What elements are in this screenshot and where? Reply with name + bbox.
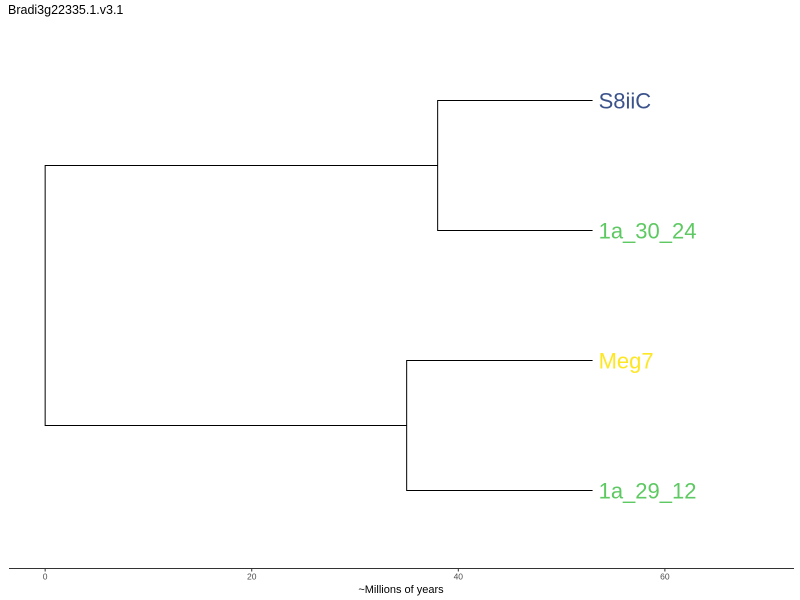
x-tick-label-60: 60 — [660, 572, 670, 582]
branch-clade-top-to-tip1 — [437, 165, 593, 231]
x-axis-ticks: 0 20 40 60 — [43, 568, 670, 582]
branch-clade-top-to-tip0 — [437, 100, 593, 166]
x-tick-label-40: 40 — [454, 572, 464, 582]
tip-label-1a_29_12: 1a_29_12 — [599, 479, 697, 504]
tip-label-Meg7: Meg7 — [599, 349, 654, 374]
tip-label-S8iiC: S8iiC — [599, 89, 652, 114]
branch-clade-bottom-to-tip3 — [406, 425, 593, 491]
tip-labels: S8iiC 1a_30_24 Meg7 1a_29_12 — [599, 89, 697, 504]
tip-label-1a_30_24: 1a_30_24 — [599, 219, 697, 244]
branch-clade-bottom-to-tip2 — [406, 360, 593, 426]
x-tick-label-0: 0 — [43, 572, 48, 582]
x-tick-label-20: 20 — [247, 572, 257, 582]
branch-root-to-clade-bottom — [44, 295, 407, 426]
branch-root-to-clade-top — [44, 165, 438, 296]
chart-title: Bradi3g22335.1.v3.1 — [8, 3, 123, 17]
x-axis-label: ~Millions of years — [358, 584, 444, 596]
tree-branches — [44, 100, 593, 491]
